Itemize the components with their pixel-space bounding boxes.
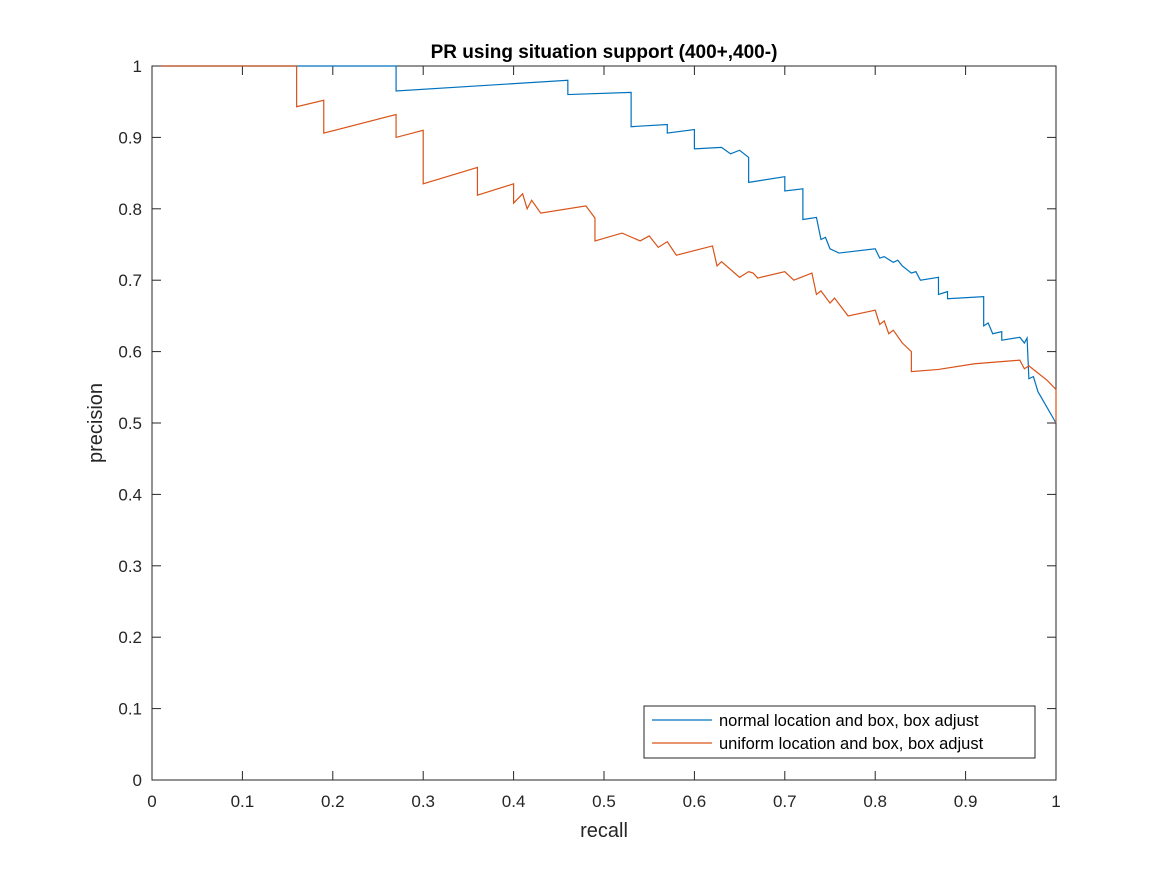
x-tick-label: 0.4 [502, 792, 526, 811]
y-tick-label: 0.3 [118, 557, 142, 576]
y-tick-label: 0.4 [118, 485, 142, 504]
y-tick-label: 1 [133, 57, 142, 76]
y-tick-label: 0.6 [118, 343, 142, 362]
x-tick-label: 0.8 [863, 792, 887, 811]
series-line-normal [161, 65, 1057, 424]
x-tick-label: 0.2 [321, 792, 345, 811]
chart-title: PR using situation support (400+,400-) [431, 42, 778, 63]
x-tick-label: 1 [1051, 792, 1060, 811]
axes-box [151, 65, 1057, 781]
x-tick-label: 0.3 [411, 792, 435, 811]
x-tick-label: 0.5 [592, 792, 616, 811]
legend: normal location and box, box adjust unif… [643, 705, 1036, 759]
legend-box [643, 705, 1036, 759]
x-tick-label: 0 [147, 792, 156, 811]
series-group [161, 65, 1057, 424]
x-tick-label: 0.9 [954, 792, 978, 811]
x-tick-label: 0.6 [683, 792, 707, 811]
x-tick-label: 0.1 [231, 792, 255, 811]
x-tick-label: 0.7 [773, 792, 797, 811]
y-tick-label: 0.1 [118, 700, 142, 719]
y-tick-label: 0 [133, 771, 142, 790]
y-tick-label: 0.5 [118, 414, 142, 433]
y-tick-label: 0.8 [118, 200, 142, 219]
x-axis-label: recall [580, 820, 628, 842]
legend-label-uniform: uniform location and box, box adjust [719, 735, 984, 753]
y-axis-label: precision [85, 383, 107, 463]
y-tick-label: 0.9 [118, 128, 142, 147]
y-tick-label: 0.7 [118, 271, 142, 290]
legend-label-normal: normal location and box, box adjust [719, 712, 979, 730]
y-tick-label: 0.2 [118, 628, 142, 647]
ticks-group: 0 0.1 0.2 0.3 0.4 0.5 0.6 0.7 0.8 0.9 1 0 0.1 0.2 0.3 0… [118, 57, 1060, 811]
series-line-uniform [161, 65, 1057, 423]
